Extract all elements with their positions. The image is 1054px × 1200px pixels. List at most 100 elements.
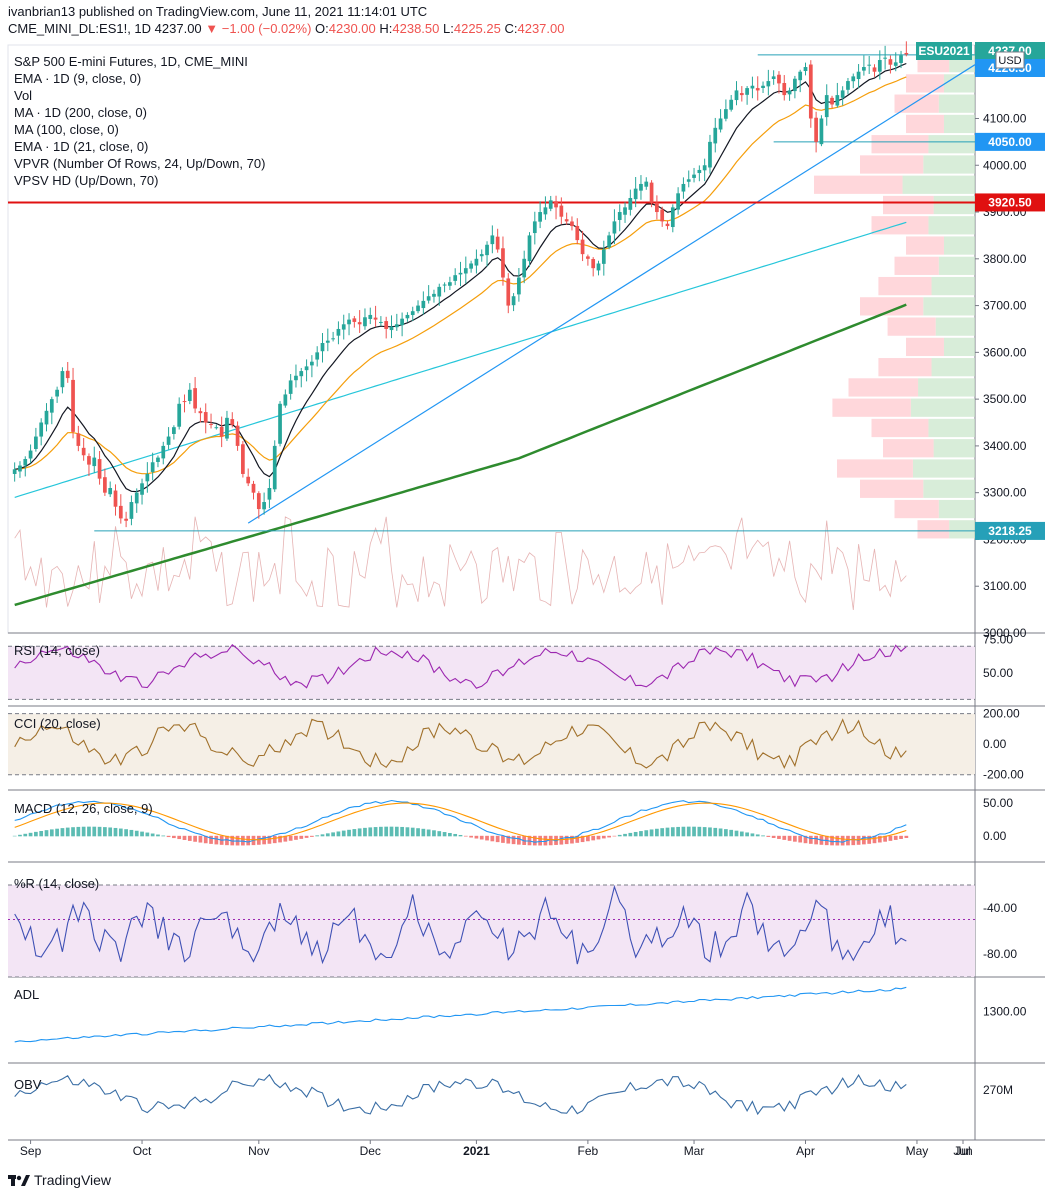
candle-body: [814, 117, 818, 142]
price-tick-label: 3300.00: [983, 486, 1027, 500]
cci-tick-label: 200.00: [983, 707, 1020, 721]
candle-body: [697, 169, 702, 174]
candle-body: [225, 417, 229, 439]
macd-histogram-bar: [739, 831, 744, 837]
footer: TradingView: [8, 1172, 111, 1188]
candle-body: [856, 71, 861, 80]
macd-histogram-bar: [463, 835, 468, 837]
price-change: ▼ −1.00 (−0.02%): [205, 21, 312, 36]
trend-line: [247, 64, 976, 524]
macd-histogram-bar: [862, 835, 866, 845]
candle-body: [750, 85, 755, 89]
vp-up-bar: [912, 459, 975, 478]
candle-body: [246, 476, 251, 484]
candle-body: [394, 324, 399, 328]
vp-up-bar: [923, 155, 975, 174]
macd-histogram-bar: [559, 835, 564, 845]
macd-histogram-bar: [44, 830, 49, 837]
support-4050-badge-text: 4050.00: [988, 135, 1032, 149]
legend-ema9[interactable]: EMA · 1D (9, close, 0): [14, 71, 142, 86]
cci-tick-label: -200.00: [983, 768, 1024, 782]
legend-volume[interactable]: Vol: [14, 88, 33, 103]
candle-body: [28, 450, 33, 459]
candle-body: [840, 90, 845, 98]
candle-body: [310, 361, 314, 366]
macd-histogram-bar: [840, 835, 845, 846]
candle-body: [575, 225, 580, 241]
candle-body: [479, 254, 484, 257]
candle-body: [734, 90, 739, 101]
obv-tick-label: 270M: [983, 1083, 1013, 1097]
candle-body: [532, 221, 537, 234]
macd-histogram-bar: [893, 835, 898, 840]
time-tick-label: Apr: [796, 1144, 815, 1158]
macd-histogram-bar: [697, 826, 702, 837]
macd-histogram-bar: [702, 827, 707, 837]
macd-histogram-bar: [904, 835, 909, 838]
candle-body: [23, 459, 28, 466]
candle-body: [331, 338, 335, 340]
macd-histogram-bar: [150, 833, 155, 837]
low-label: L:: [443, 21, 454, 36]
vp-down-bar: [871, 418, 929, 438]
macd-histogram-bar: [49, 829, 54, 837]
macd-histogram-bar: [12, 835, 17, 837]
candle-body: [347, 319, 351, 325]
vp-down-bar: [878, 358, 932, 377]
vp-down-bar: [814, 175, 903, 194]
macd-histogram-bar: [134, 830, 139, 837]
macd-histogram-bar: [676, 826, 680, 837]
macd-histogram-bar: [145, 832, 150, 837]
obv-label: OBV: [14, 1077, 42, 1092]
price-tick-label: 3700.00: [983, 299, 1027, 313]
macd-histogram-bar: [628, 832, 633, 837]
legend-ma100[interactable]: MA (100, close, 0): [14, 122, 119, 137]
vp-up-bar: [938, 499, 975, 519]
candle-body: [156, 457, 160, 462]
macd-histogram-bar: [681, 826, 686, 837]
candle-body: [214, 427, 219, 429]
macd-histogram-bar: [511, 835, 516, 845]
candle-body: [320, 343, 325, 352]
candle-body: [660, 209, 665, 222]
candle-body: [644, 181, 649, 187]
cci-tick-label: 0.00: [983, 737, 1007, 751]
wr-line: [14, 884, 907, 965]
macd-histogram-bar: [129, 829, 134, 837]
candle-body: [559, 205, 564, 217]
macd-histogram-bar: [485, 835, 489, 841]
vp-down-bar: [906, 236, 944, 255]
macd-histogram-bar: [373, 827, 378, 837]
candle-body: [463, 268, 468, 274]
support-4050-badge-bg: [975, 132, 1045, 151]
macd-histogram-bar: [182, 835, 187, 841]
candle-body: [363, 317, 367, 327]
legend-vpvr[interactable]: VPVR (Number Of Rows, 24, Up/Down, 70): [14, 156, 266, 171]
macd-histogram-bar: [755, 834, 760, 837]
macd-histogram-bar: [288, 835, 293, 841]
legend-ema21[interactable]: EMA · 1D (21, close, 0): [14, 139, 149, 154]
macd-histogram-bar: [347, 829, 351, 837]
candle-body: [771, 76, 776, 80]
legend-vpsv[interactable]: VPSV HD (Up/Down, 70): [14, 173, 159, 188]
high-label: H:: [379, 21, 393, 36]
vp-down-bar: [906, 114, 944, 134]
macd-histogram-bar: [814, 835, 818, 845]
candle-body: [389, 326, 394, 331]
macd-histogram-bar: [437, 831, 442, 837]
macd-histogram-bar: [660, 828, 665, 837]
close-value: 4237.00: [517, 21, 565, 36]
rsi-label: RSI (14, close): [14, 643, 100, 658]
macd-histogram-bar: [294, 835, 298, 840]
macd-histogram-bar: [81, 826, 86, 837]
macd-histogram-bar: [177, 835, 182, 840]
candle-body: [517, 277, 521, 295]
candle-body: [655, 202, 659, 213]
candle-body: [596, 263, 601, 271]
macd-histogram-bar: [278, 835, 282, 843]
candle-body: [538, 212, 542, 222]
price-tick-label: 3100.00: [983, 579, 1027, 593]
macd-histogram-bar: [655, 828, 659, 837]
legend-ma200[interactable]: MA · 1D (200, close, 0): [14, 105, 147, 120]
